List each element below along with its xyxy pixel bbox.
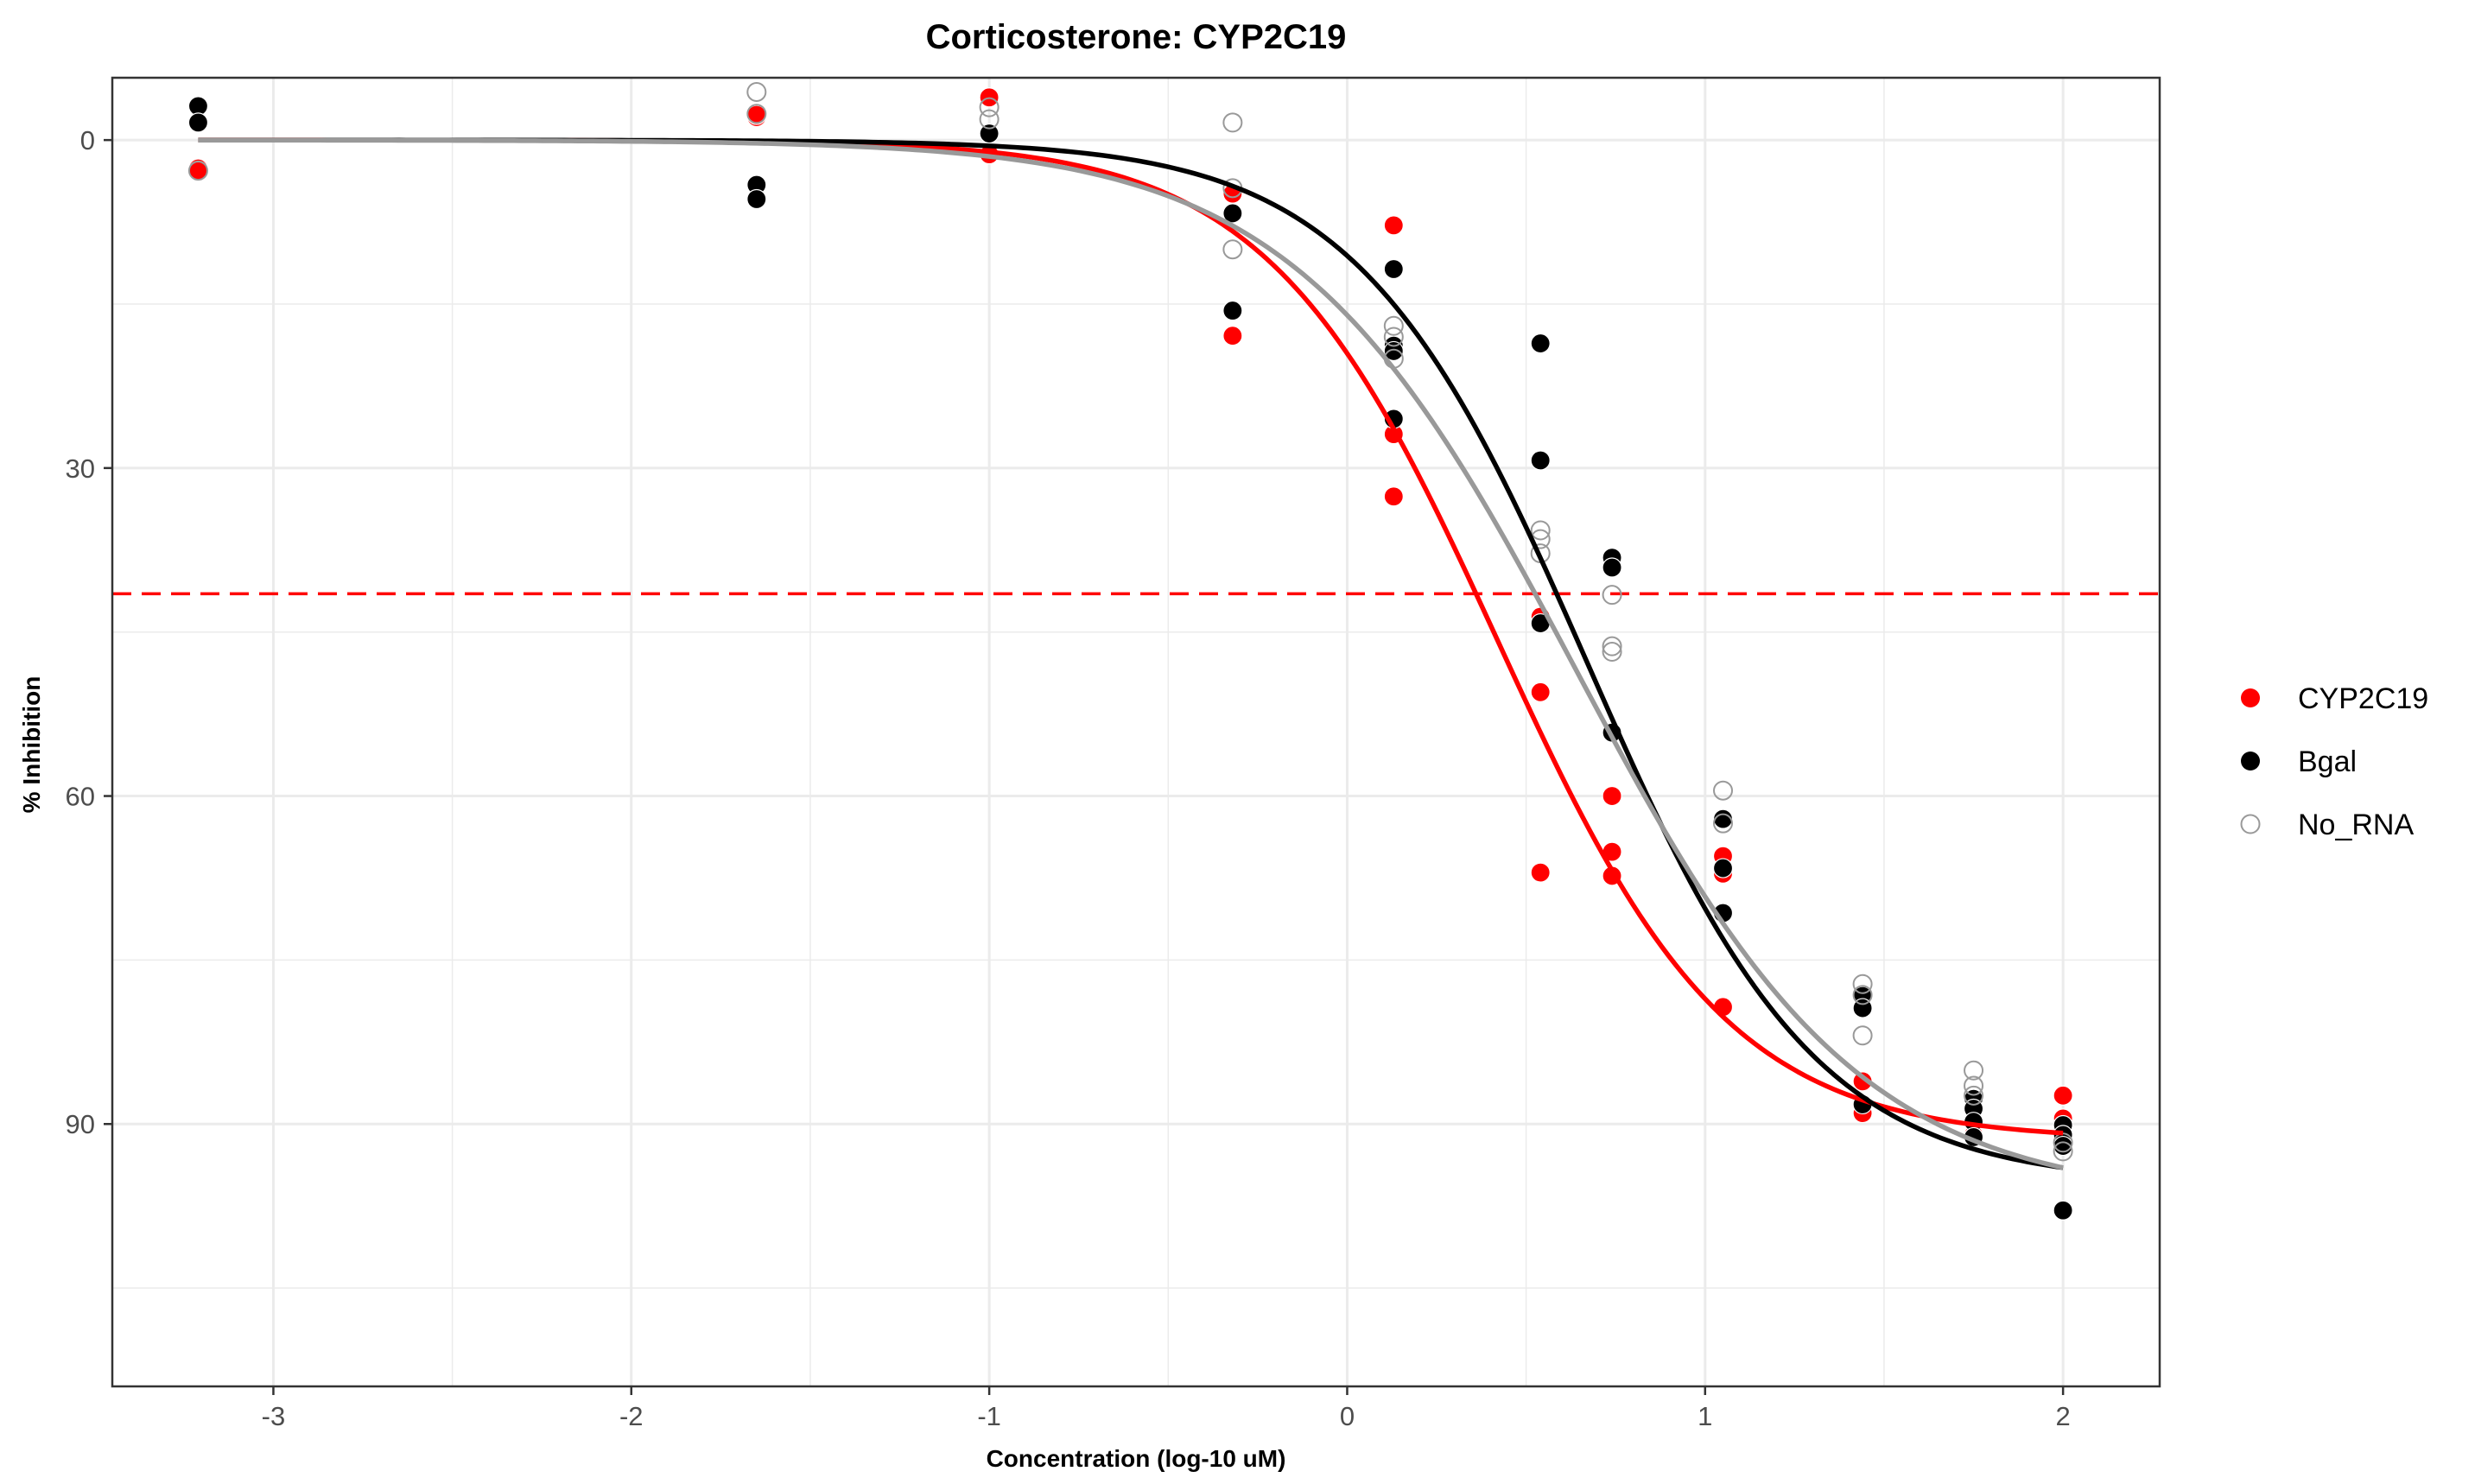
- data-point-no-rna: [1964, 1075, 1984, 1096]
- data-point-no-rna: [1530, 520, 1551, 541]
- x-tick-label: 2: [2056, 1401, 2071, 1431]
- legend-item-no-rna: No_RNA: [2240, 809, 2414, 841]
- data-point-bgal: [1530, 450, 1551, 471]
- plot-border: [111, 76, 2161, 1388]
- data-point-no-rna: [746, 104, 767, 124]
- data-point-no-rna: [1964, 1060, 1984, 1081]
- y-tick-label: 30: [66, 453, 95, 484]
- data-point-no-rna: [746, 81, 767, 102]
- legend-key-bgal: [2241, 752, 2260, 771]
- legend: CYP2C19 Bgal No_RNA: [2240, 682, 2428, 841]
- y-tick-label: 0: [80, 125, 95, 155]
- data-point-bgal: [1383, 340, 1404, 362]
- data-point-bgal: [187, 112, 209, 133]
- data-point-bgal: [1712, 809, 1734, 829]
- data-point-bgal: [1222, 300, 1243, 321]
- legend-label-cyp2c19: CYP2C19: [2298, 682, 2428, 715]
- x-tick-label: -1: [977, 1401, 1001, 1431]
- legend-key-no-rna: [2240, 814, 2261, 834]
- y-axis-title: % Inhibition: [18, 676, 45, 814]
- x-tick-label: -2: [619, 1401, 644, 1431]
- data-point-no-rna: [979, 97, 1000, 117]
- data-point-no-rna: [2053, 1141, 2073, 1162]
- data-point-no-rna: [1713, 813, 1734, 834]
- x-tick-label: 0: [1340, 1401, 1355, 1431]
- data-point-bgal: [1602, 557, 1622, 578]
- plot-background: [112, 78, 2160, 1386]
- data-point-cyp2c19: [1383, 486, 1404, 507]
- data-point-cyp2c19: [1383, 215, 1404, 236]
- data-point-no-rna: [1602, 636, 1622, 656]
- data-point-no-rna: [1222, 112, 1243, 133]
- x-axis: -3 -2 -1 0 1 2: [262, 1386, 2071, 1431]
- data-point-no-rna: [1713, 780, 1734, 801]
- data-point-bgal: [1383, 258, 1404, 280]
- chart-title: Corticosterone: CYP2C19: [926, 18, 1347, 56]
- x-tick-label: 1: [1698, 1401, 1712, 1431]
- data-point-cyp2c19: [1530, 682, 1551, 702]
- data-point-no-rna: [1852, 973, 1873, 994]
- data-point-no-rna: [979, 109, 1000, 130]
- data-point-no-rna: [2053, 1132, 2073, 1153]
- x-axis-title: Concentration (log-10 uM): [987, 1445, 1286, 1472]
- data-point-bgal: [1222, 203, 1243, 224]
- legend-item-cyp2c19: CYP2C19: [2241, 682, 2428, 715]
- data-point-bgal: [746, 188, 767, 210]
- x-tick-label: -3: [262, 1401, 286, 1431]
- legend-label-no-rna: No_RNA: [2298, 809, 2414, 841]
- data-point-bgal: [2053, 1200, 2073, 1221]
- data-point-no-rna: [1383, 327, 1404, 347]
- data-point-cyp2c19: [1602, 785, 1622, 807]
- data-point-no-rna: [1602, 585, 1622, 606]
- data-point-cyp2c19: [1530, 862, 1551, 883]
- legend-key-cyp2c19: [2241, 688, 2260, 707]
- fit-curve-no-rna: [198, 137, 2064, 1170]
- y-tick-label: 90: [66, 1109, 95, 1139]
- data-point-no-rna: [1383, 315, 1404, 336]
- y-tick-label: 60: [66, 782, 95, 812]
- data-point-bgal: [1712, 858, 1734, 878]
- legend-item-bgal: Bgal: [2241, 745, 2357, 778]
- legend-label-bgal: Bgal: [2298, 745, 2357, 778]
- data-point-cyp2c19: [2053, 1085, 2073, 1106]
- data-point-no-rna: [187, 161, 208, 181]
- data-point-no-rna: [1852, 985, 1873, 1005]
- data-point-no-rna: [1852, 1025, 1873, 1046]
- data-point-bgal: [1530, 333, 1551, 354]
- data-point-bgal: [979, 123, 1000, 144]
- data-point-no-rna: [1964, 1085, 1984, 1106]
- data-point-no-rna: [1602, 641, 1622, 662]
- data-point-no-rna: [1222, 239, 1243, 260]
- plot-area: [111, 76, 2161, 1388]
- y-axis: 0 30 60 90: [66, 125, 112, 1139]
- data-point-cyp2c19: [1222, 326, 1243, 346]
